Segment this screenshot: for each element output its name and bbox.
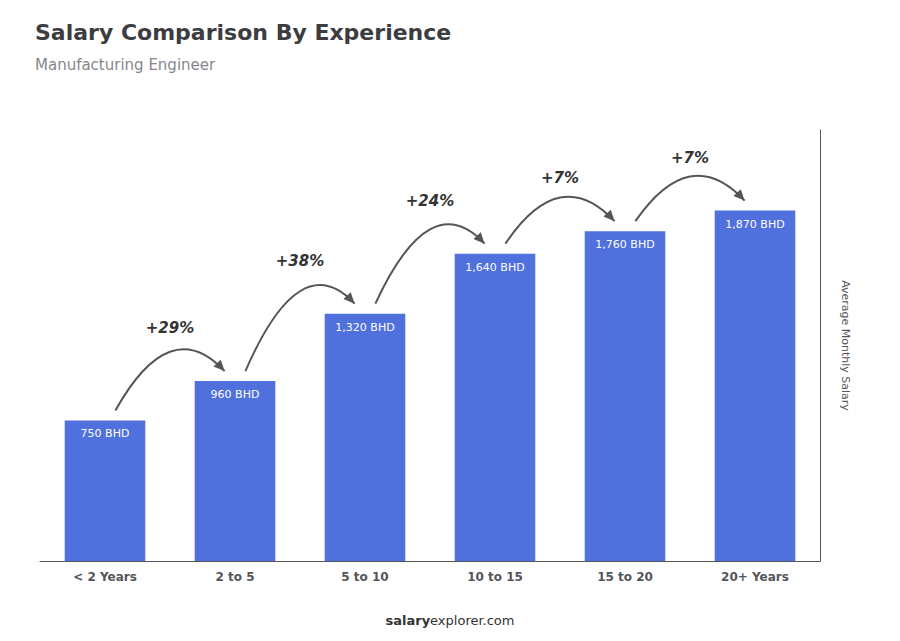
svg-text:salary: salary — [385, 613, 430, 628]
svg-text:15 to 20: 15 to 20 — [597, 570, 653, 584]
svg-text:5 to 10: 5 to 10 — [341, 570, 388, 584]
svg-text:1,870 BHD: 1,870 BHD — [725, 218, 784, 231]
svg-text:1,320 BHD: 1,320 BHD — [335, 321, 394, 334]
svg-text:Manufacturing Engineer: Manufacturing Engineer — [35, 56, 216, 74]
svg-text:explorer.com: explorer.com — [430, 613, 514, 628]
svg-text:2 to 5: 2 to 5 — [215, 570, 254, 584]
svg-text:1,640 BHD: 1,640 BHD — [465, 261, 524, 274]
svg-text:960 BHD: 960 BHD — [211, 388, 260, 401]
svg-text:750 BHD: 750 BHD — [81, 427, 130, 440]
svg-text:+29%: +29% — [146, 319, 194, 337]
svg-text:Average Monthly Salary: Average Monthly Salary — [839, 280, 852, 411]
svg-text:20+ Years: 20+ Years — [721, 570, 789, 584]
svg-text:< 2 Years: < 2 Years — [73, 570, 137, 584]
svg-text:+7%: +7% — [541, 169, 579, 187]
svg-text:+24%: +24% — [406, 192, 454, 210]
svg-text:+7%: +7% — [671, 149, 709, 167]
svg-text:10 to 15: 10 to 15 — [467, 570, 523, 584]
svg-text:Salary Comparison By Experienc: Salary Comparison By Experience — [35, 20, 451, 45]
svg-text:+38%: +38% — [276, 252, 324, 270]
svg-text:1,760 BHD: 1,760 BHD — [595, 238, 654, 251]
